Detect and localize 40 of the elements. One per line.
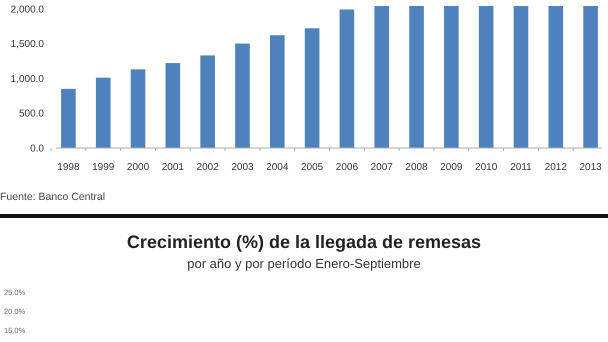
y-tick-label: 500.0 <box>18 108 44 120</box>
y-tick-label: 2,000.0 <box>10 4 44 16</box>
x-tick-label: 2001 <box>162 162 184 173</box>
x-tick-label: 2007 <box>370 162 394 173</box>
bar <box>478 6 494 148</box>
bar <box>583 6 598 148</box>
bar <box>96 78 111 148</box>
x-tick-label: 2005 <box>300 162 324 173</box>
bar <box>130 69 146 148</box>
x-tick-label: 1998 <box>57 162 80 173</box>
y-tick-label: 0.0 <box>30 144 44 154</box>
x-tick-label: 2012 <box>544 162 568 173</box>
bar <box>200 55 215 148</box>
x-tick-label: 2009 <box>440 162 463 173</box>
x-tick-label: 2004 <box>266 162 289 173</box>
x-tick-label: 2002 <box>196 162 220 173</box>
x-tick-label: 2010 <box>475 162 498 173</box>
x-tick-label: 2013 <box>579 162 602 173</box>
bar <box>304 28 320 148</box>
bar <box>270 35 285 148</box>
text: Crecimiento (%) de la llegada de remesas <box>126 232 482 252</box>
y-tick-label: 1,000.0 <box>10 74 44 85</box>
bar <box>514 6 528 148</box>
source-note: Fuente: Banco Central <box>0 191 106 203</box>
x-tick-label: 2008 <box>405 162 428 173</box>
x-tick-label: 2000 <box>126 162 150 173</box>
x-tick-label: 2003 <box>231 162 254 173</box>
x-tick-label: 2011 <box>510 162 532 173</box>
bar <box>235 44 250 148</box>
x-tick-label: 1999 <box>92 162 115 173</box>
bar <box>444 6 459 148</box>
bar <box>61 88 76 148</box>
x-tick-label: 2006 <box>336 162 358 173</box>
bar <box>374 6 390 148</box>
text: por año y por período Enero-Septiembre <box>187 256 421 271</box>
bar <box>340 9 354 148</box>
bar <box>548 6 564 148</box>
y-tick-label: 1,500.0 <box>10 39 44 50</box>
bar <box>409 6 424 148</box>
bar <box>166 63 180 148</box>
